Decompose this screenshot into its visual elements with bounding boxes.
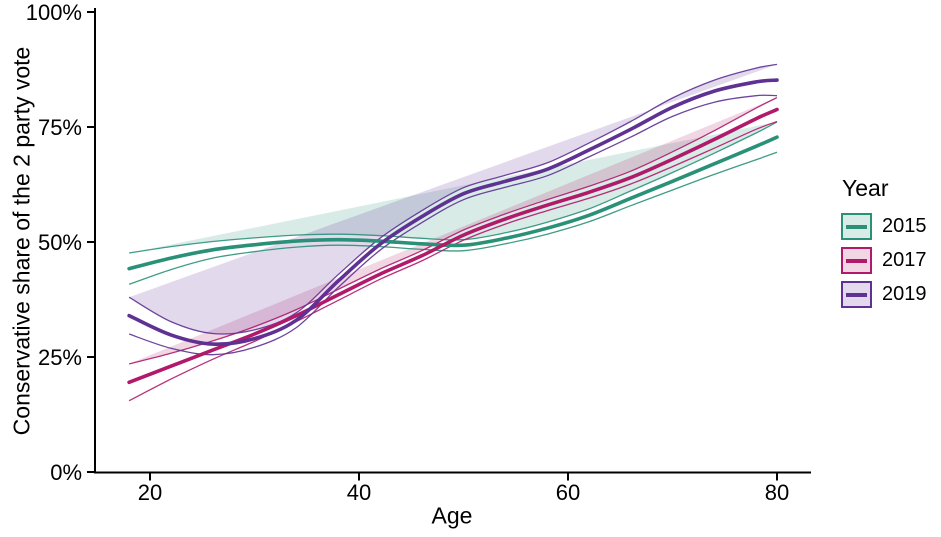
- y-tick-label-50: 50%: [38, 230, 82, 255]
- ribbon-lower-edge-2015: [128, 151, 778, 285]
- x-tick-label-20: 20: [138, 480, 162, 505]
- legend-key-2015-line: [846, 224, 867, 229]
- trend-line-2015: [127, 135, 779, 271]
- legend-item-2017: 2017: [841, 247, 927, 274]
- y-tick-label-100: 100%: [26, 0, 82, 25]
- legend-item-2015: 2015: [841, 213, 927, 240]
- legend-item-2019: 2019: [841, 281, 927, 308]
- legend-key-2015-swatch: [841, 213, 872, 240]
- ribbon-2019: [129, 64, 778, 335]
- x-tick-label-60: 60: [556, 480, 580, 505]
- legend: Year 2015 2017 2019: [841, 175, 927, 315]
- ribbon-lower-edge-2019: [128, 94, 778, 356]
- legend-label-2017: 2017: [882, 249, 927, 271]
- y-tick-label-25: 25%: [38, 345, 82, 370]
- x-tick-label-40: 40: [347, 480, 371, 505]
- ribbon-2015: [129, 121, 778, 254]
- ribbon-upper-edge-2019: [128, 63, 778, 335]
- legend-label-2019: 2019: [882, 283, 927, 305]
- y-tick-label-0: 0%: [50, 460, 82, 485]
- legend-key-2019-swatch: [841, 281, 872, 308]
- ribbon-lower-edge-2017: [128, 120, 778, 402]
- legend-label-2015: 2015: [882, 215, 927, 237]
- ribbon-2017: [129, 97, 778, 364]
- x-axis-title: Age: [431, 502, 473, 529]
- legend-title: Year: [842, 175, 889, 201]
- x-tick-label-80: 80: [765, 480, 789, 505]
- y-tick-label-75: 75%: [38, 115, 82, 140]
- y-axis-title: Conservative share of the 2 party vote: [8, 46, 35, 436]
- legend-key-2019-line: [846, 292, 867, 297]
- trend-line-2019: [127, 78, 779, 346]
- legend-key-2017-swatch: [841, 247, 872, 274]
- ribbon-upper-edge-2017: [128, 97, 778, 365]
- legend-key-2017-line: [846, 258, 867, 263]
- trend-line-2017: [127, 107, 779, 385]
